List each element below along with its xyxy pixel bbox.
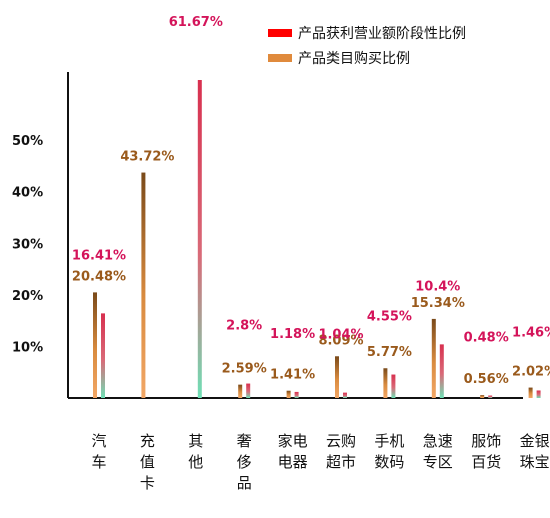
x-category-label: 充 [140,432,155,450]
x-category-label: 急速 [423,432,453,450]
data-label-series-1: 2.02% [512,365,550,380]
data-label-series-2: 0.48% [464,331,509,346]
legend-swatch-1 [268,29,292,37]
data-label-series-2: 1.04% [318,328,363,343]
x-category-label: 超市 [326,453,356,471]
x-category-label: 金银 [520,432,550,450]
data-label-series-2: 61.67% [169,15,223,30]
x-category-label: 电器 [278,453,308,471]
bar-series-2 [197,80,202,398]
bar-series-1 [93,292,97,398]
legend-swatch-2 [268,54,292,62]
bar-series-1 [141,172,146,398]
x-category-label: 品 [237,474,252,492]
x-category-label: 珠宝 [520,453,550,471]
data-label-series-2: 1.46% [512,325,550,340]
legend-label-1: 产品获利营业额阶段性比例 [298,26,466,42]
bar-series-1 [286,390,291,398]
bar-series-2 [294,391,299,398]
data-label-series-1: 5.77% [367,345,412,360]
x-category-label: 他 [188,453,203,471]
y-tick-label: 50% [12,134,43,149]
bar-series-2 [536,390,541,398]
y-tick-label: 30% [12,237,43,252]
data-label-series-2: 2.8% [226,319,262,334]
x-category-label: 卡 [140,474,155,492]
x-category-label: 奢 [237,432,252,450]
data-label-series-1: 8.09% [318,333,363,348]
y-tick-label: 20% [12,289,43,304]
x-category-label: 数码 [374,453,404,471]
x-category-label: 侈 [237,453,252,471]
bar-series-1 [431,318,436,398]
x-category-label: 百货 [471,453,501,471]
data-labels: 20.48% 16.41% 43.72% 61.67% 2.59% 2.8% 1.41% 1.… [72,15,550,387]
y-tick-label: 40% [12,186,43,201]
x-category-label: 服饰 [471,432,501,450]
bars [93,80,541,398]
data-label-series-2: 10.4% [415,279,460,294]
x-category-label: 手机 [374,432,404,450]
bar-series-1 [480,395,485,398]
data-label-series-1: 15.34% [411,296,465,311]
data-label-series-2: 4.55% [367,310,412,325]
bar-series-1 [528,387,533,398]
data-label-series-1: 20.48% [72,269,126,284]
bar-series-2 [343,392,347,398]
x-category-label: 汽 [91,432,106,450]
x-category-label: 家电 [278,432,308,450]
bar-series-2 [391,374,396,398]
bar-series-2 [101,313,105,398]
bar-series-2 [439,344,444,398]
x-category-label: 专区 [423,453,453,471]
x-category-label: 其 [188,432,203,450]
x-category-label: 值 [140,453,155,471]
bar-series-1 [238,384,243,398]
x-category-label: 云购 [326,432,356,450]
axes: 10% 20% 30% 40% 50% [12,72,523,399]
x-category-label: 车 [91,453,106,471]
bar-series-2 [488,395,493,398]
data-label-series-2: 16.41% [72,248,126,263]
y-tick-label: 10% [12,340,43,355]
bar-series-1 [335,356,339,398]
bar-series-2 [246,383,251,398]
data-label-series-1: 43.72% [120,150,174,165]
legend-label-2: 产品类目购买比例 [298,51,410,67]
data-label-series-2: 1.18% [270,327,315,342]
data-label-series-1: 0.56% [464,372,509,387]
data-label-series-1: 2.59% [222,362,267,377]
data-label-series-1: 1.41% [270,368,315,383]
bar-series-1 [383,368,388,398]
